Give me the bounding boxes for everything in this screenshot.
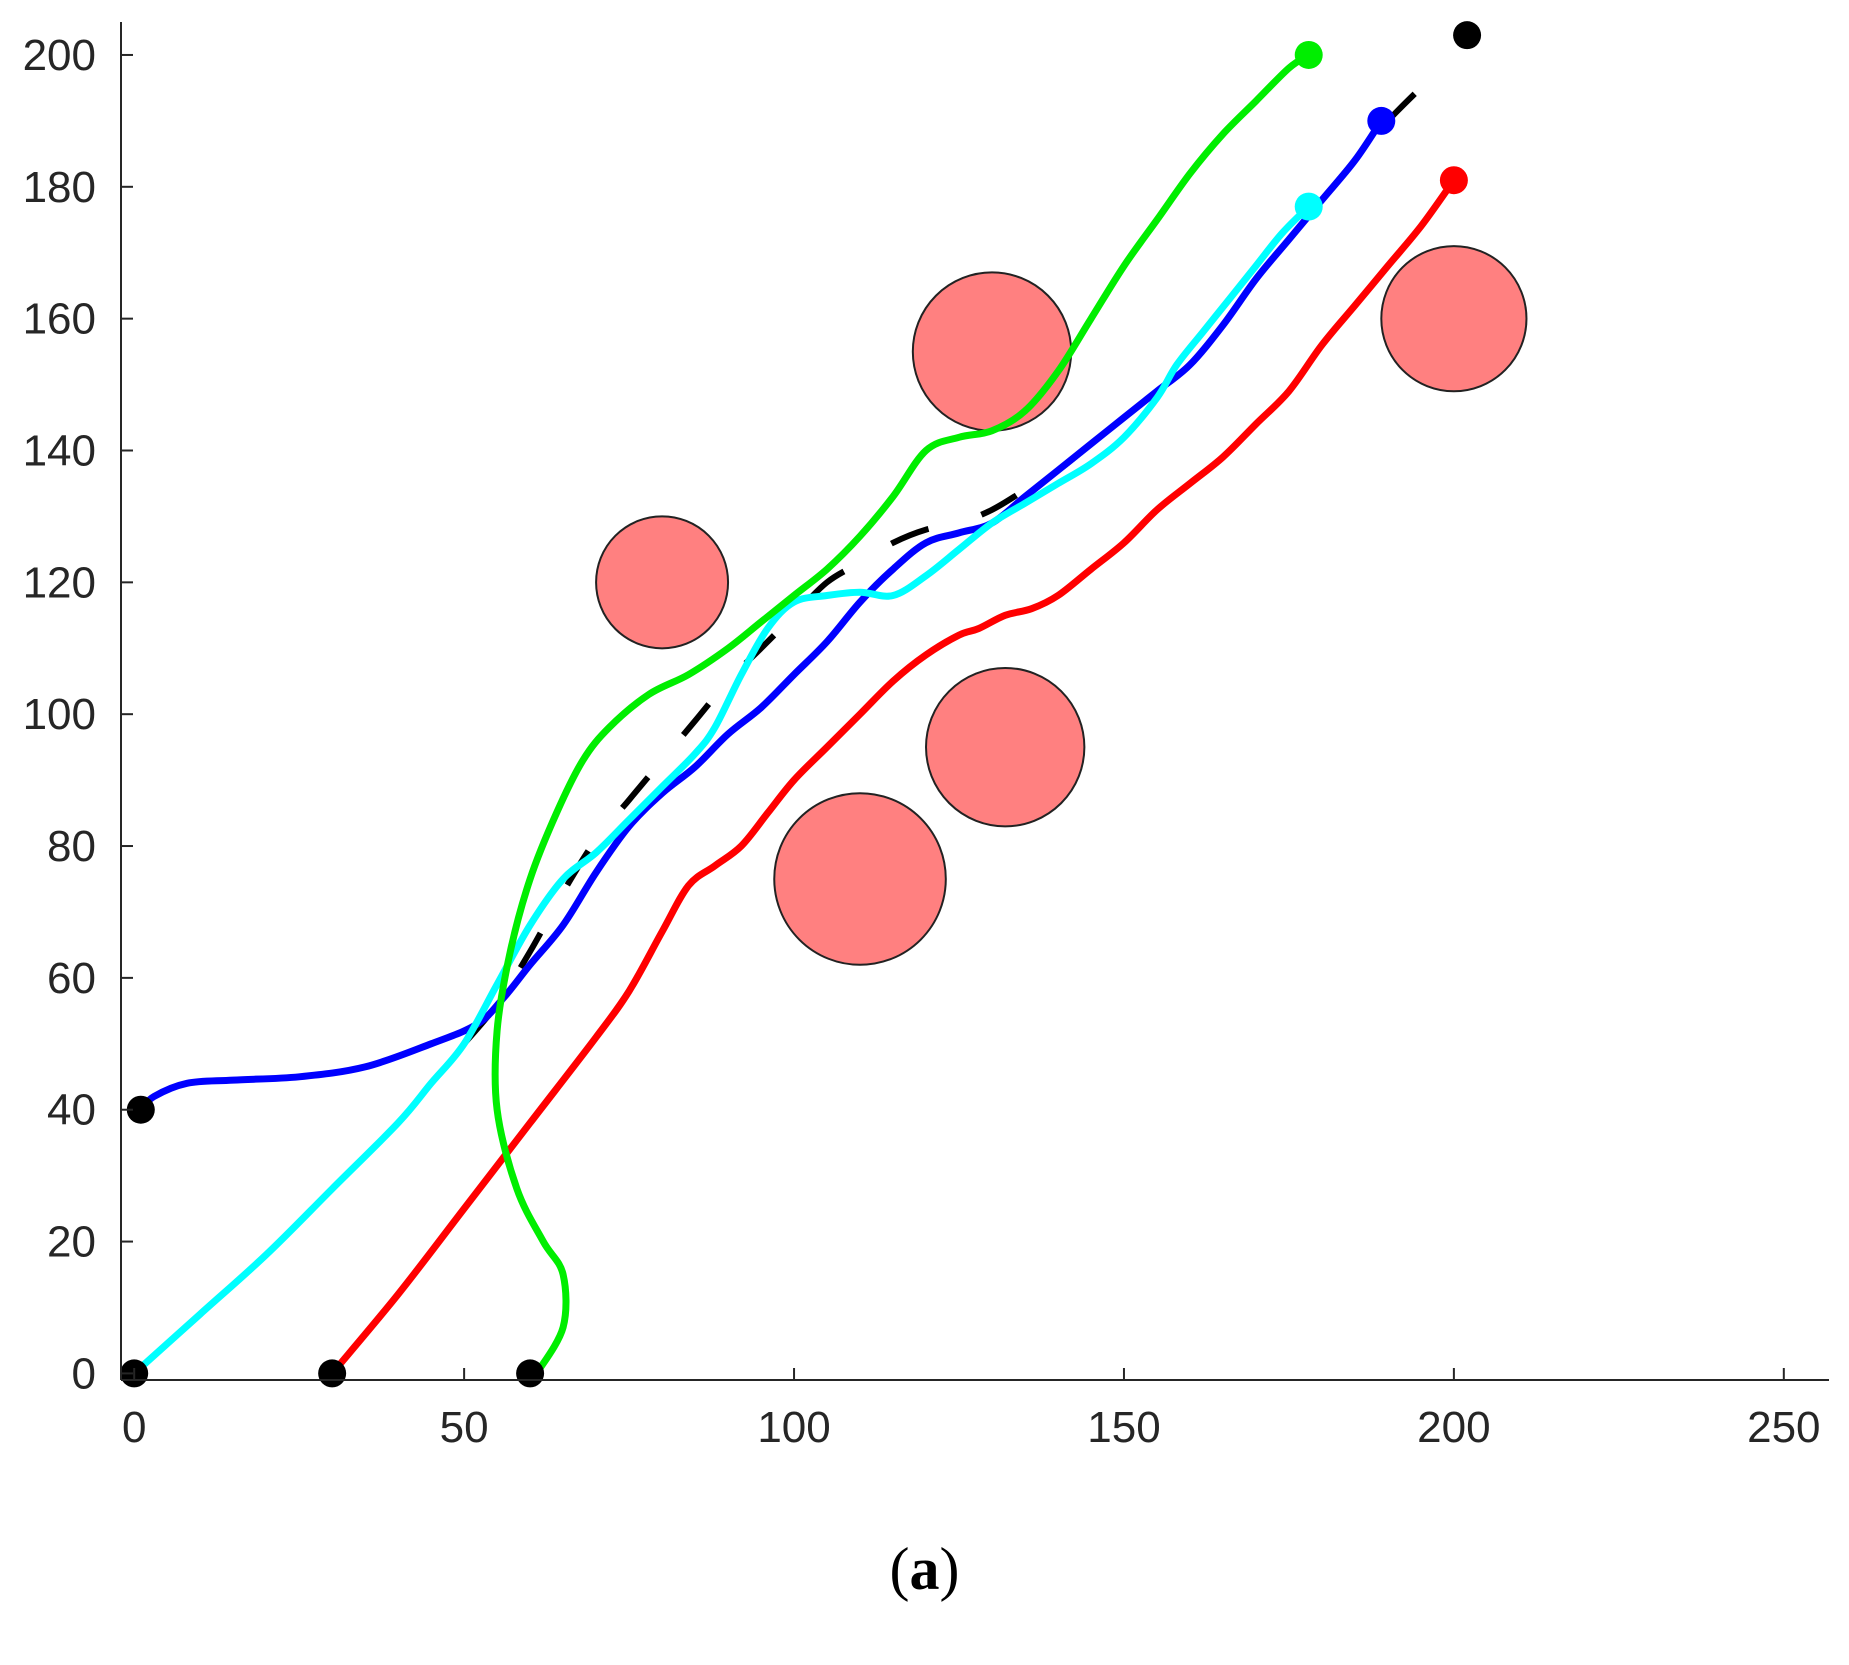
series-line-red xyxy=(328,176,1458,1377)
figure-caption-letter: a xyxy=(909,1536,940,1602)
series-line-cyan xyxy=(130,203,1313,1377)
y-tick-label: 160 xyxy=(23,295,96,344)
x-tick-label: 250 xyxy=(1747,1403,1820,1452)
y-tick-label: 40 xyxy=(47,1086,96,1135)
y-tick-label: 80 xyxy=(47,822,96,871)
start-marker-green xyxy=(516,1359,545,1388)
y-tick-label: 200 xyxy=(23,31,96,80)
y-tick-label: 180 xyxy=(23,163,96,212)
x-tick-label: 100 xyxy=(757,1403,830,1452)
y-tick-label: 0 xyxy=(72,1349,96,1398)
x-tick-label: 50 xyxy=(440,1403,489,1452)
obstacle-circle xyxy=(911,271,1073,432)
start-marker-blue xyxy=(126,1095,155,1124)
y-tick-label: 140 xyxy=(23,426,96,475)
start-marker-red xyxy=(318,1359,347,1388)
y-tick-label: 120 xyxy=(23,558,96,607)
series-layer xyxy=(130,51,1458,1377)
obstacle-circle xyxy=(925,666,1086,828)
obstacle-circle xyxy=(595,515,730,650)
y-tick-label: 60 xyxy=(47,954,96,1003)
x-tick-label: 200 xyxy=(1417,1403,1490,1452)
marker-layer xyxy=(120,21,1482,1388)
series-line-reference xyxy=(461,79,1430,1046)
x-tick-label: 0 xyxy=(122,1403,146,1452)
obstacle-layer xyxy=(595,245,1528,966)
figure-caption: (a) xyxy=(889,1536,960,1602)
end-marker-blue xyxy=(1367,106,1396,135)
goal-marker-reference xyxy=(1453,21,1482,50)
obstacle-circle xyxy=(1380,245,1528,393)
axis-layer xyxy=(120,22,1829,1381)
trajectory-chart: 0 50 100 150 200 250 0 20 40 60 80 100 120 140 160 180 2… xyxy=(23,21,1829,1452)
y-tick-label: 100 xyxy=(23,690,96,739)
end-marker-red xyxy=(1439,166,1468,195)
series-line-blue xyxy=(137,117,1385,1114)
y-tick-label: 20 xyxy=(47,1218,96,1267)
obstacle-circle xyxy=(773,792,947,966)
tick-layer: 0 50 100 150 200 250 0 20 40 60 80 100 120 140 160 180 2… xyxy=(23,31,1821,1452)
end-marker-green xyxy=(1294,40,1323,69)
end-marker-cyan xyxy=(1294,192,1323,221)
x-tick-label: 150 xyxy=(1087,1403,1160,1452)
series-line-green xyxy=(491,51,1313,1377)
